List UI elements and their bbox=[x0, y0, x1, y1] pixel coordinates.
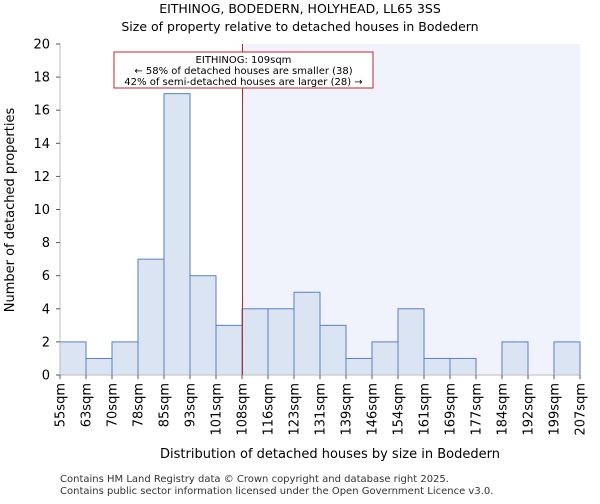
x-tick-label: 131sqm bbox=[314, 383, 329, 436]
histogram-bar bbox=[501, 341, 529, 376]
histogram-bar bbox=[189, 275, 217, 376]
histogram-bar bbox=[215, 324, 243, 376]
histogram-bar bbox=[371, 341, 399, 376]
y-tick-label: 2 bbox=[42, 335, 50, 350]
histogram-bar bbox=[423, 357, 451, 376]
x-tick-label: 192sqm bbox=[522, 383, 537, 436]
x-tick-label: 85sqm bbox=[158, 383, 173, 427]
y-tick-label: 0 bbox=[42, 369, 50, 384]
annotation-box bbox=[113, 51, 374, 89]
y-tick-label: 14 bbox=[33, 137, 50, 152]
histogram-bar bbox=[137, 258, 165, 376]
footer-line2: Contains public sector information licen… bbox=[60, 486, 493, 497]
x-tick-label: 161sqm bbox=[418, 383, 433, 436]
histogram-bar bbox=[397, 308, 425, 376]
x-tick-label: 177sqm bbox=[470, 383, 485, 436]
footer-line1: Contains HM Land Registry data © Crown c… bbox=[60, 474, 449, 485]
y-axis-label: Number of detached properties bbox=[3, 108, 18, 313]
y-tick-label: 10 bbox=[33, 203, 50, 218]
annotation-line2: ← 58% of detached houses are smaller (38… bbox=[134, 66, 352, 77]
histogram-bar bbox=[241, 308, 269, 376]
x-tick-label: 139sqm bbox=[340, 383, 355, 436]
x-tick-label: 55sqm bbox=[54, 383, 69, 427]
histogram-bar bbox=[59, 341, 87, 376]
histogram-bar bbox=[293, 291, 321, 376]
x-tick-label: 146sqm bbox=[366, 383, 381, 436]
histogram-bar bbox=[111, 341, 139, 376]
x-tick-label: 199sqm bbox=[548, 383, 563, 436]
x-tick-label: 108sqm bbox=[236, 383, 251, 436]
histogram-bar bbox=[449, 357, 477, 376]
plot-area: 0 2 4 6 8 10 12 14 16 18 20 55sqm 63sqm 70sqm 78sqm 85s… bbox=[33, 38, 588, 436]
x-tick-label: 169sqm bbox=[444, 383, 459, 436]
annotation-line1: EITHINOG: 109sqm bbox=[196, 55, 292, 66]
chart-title-line2: Size of property relative to detached ho… bbox=[121, 19, 478, 34]
x-tick-label: 63sqm bbox=[80, 383, 95, 427]
histogram-bar bbox=[85, 357, 113, 376]
histogram-bar bbox=[345, 357, 373, 376]
x-tick-label: 154sqm bbox=[392, 383, 407, 436]
y-tick-label: 16 bbox=[33, 104, 50, 119]
histogram-bar bbox=[163, 93, 191, 376]
y-tick-label: 18 bbox=[33, 71, 50, 86]
x-tick-label: 101sqm bbox=[210, 383, 225, 436]
y-tick-label: 8 bbox=[42, 236, 50, 251]
x-tick-label: 70sqm bbox=[106, 383, 121, 427]
x-tick-label: 78sqm bbox=[132, 383, 147, 427]
x-tick-label: 184sqm bbox=[496, 383, 511, 436]
x-tick-label: 207sqm bbox=[574, 383, 589, 436]
y-tick-label: 20 bbox=[33, 38, 50, 53]
x-axis-label: Distribution of detached houses by size … bbox=[160, 447, 500, 462]
x-tick-label: 93sqm bbox=[184, 383, 199, 427]
y-tick-label: 12 bbox=[33, 170, 50, 185]
histogram-bar bbox=[267, 308, 295, 376]
histogram-bar bbox=[319, 324, 347, 376]
annotation-line3: 42% of semi-detached houses are larger (… bbox=[124, 77, 362, 88]
chart-title-line1: EITHINOG, BODEDERN, HOLYHEAD, LL65 3SS bbox=[159, 1, 441, 16]
y-tick-label: 6 bbox=[42, 269, 50, 284]
x-tick-label: 116sqm bbox=[262, 383, 277, 436]
y-tick-label: 4 bbox=[42, 302, 50, 317]
x-tick-label: 123sqm bbox=[288, 383, 303, 436]
histogram-bar bbox=[553, 341, 581, 376]
